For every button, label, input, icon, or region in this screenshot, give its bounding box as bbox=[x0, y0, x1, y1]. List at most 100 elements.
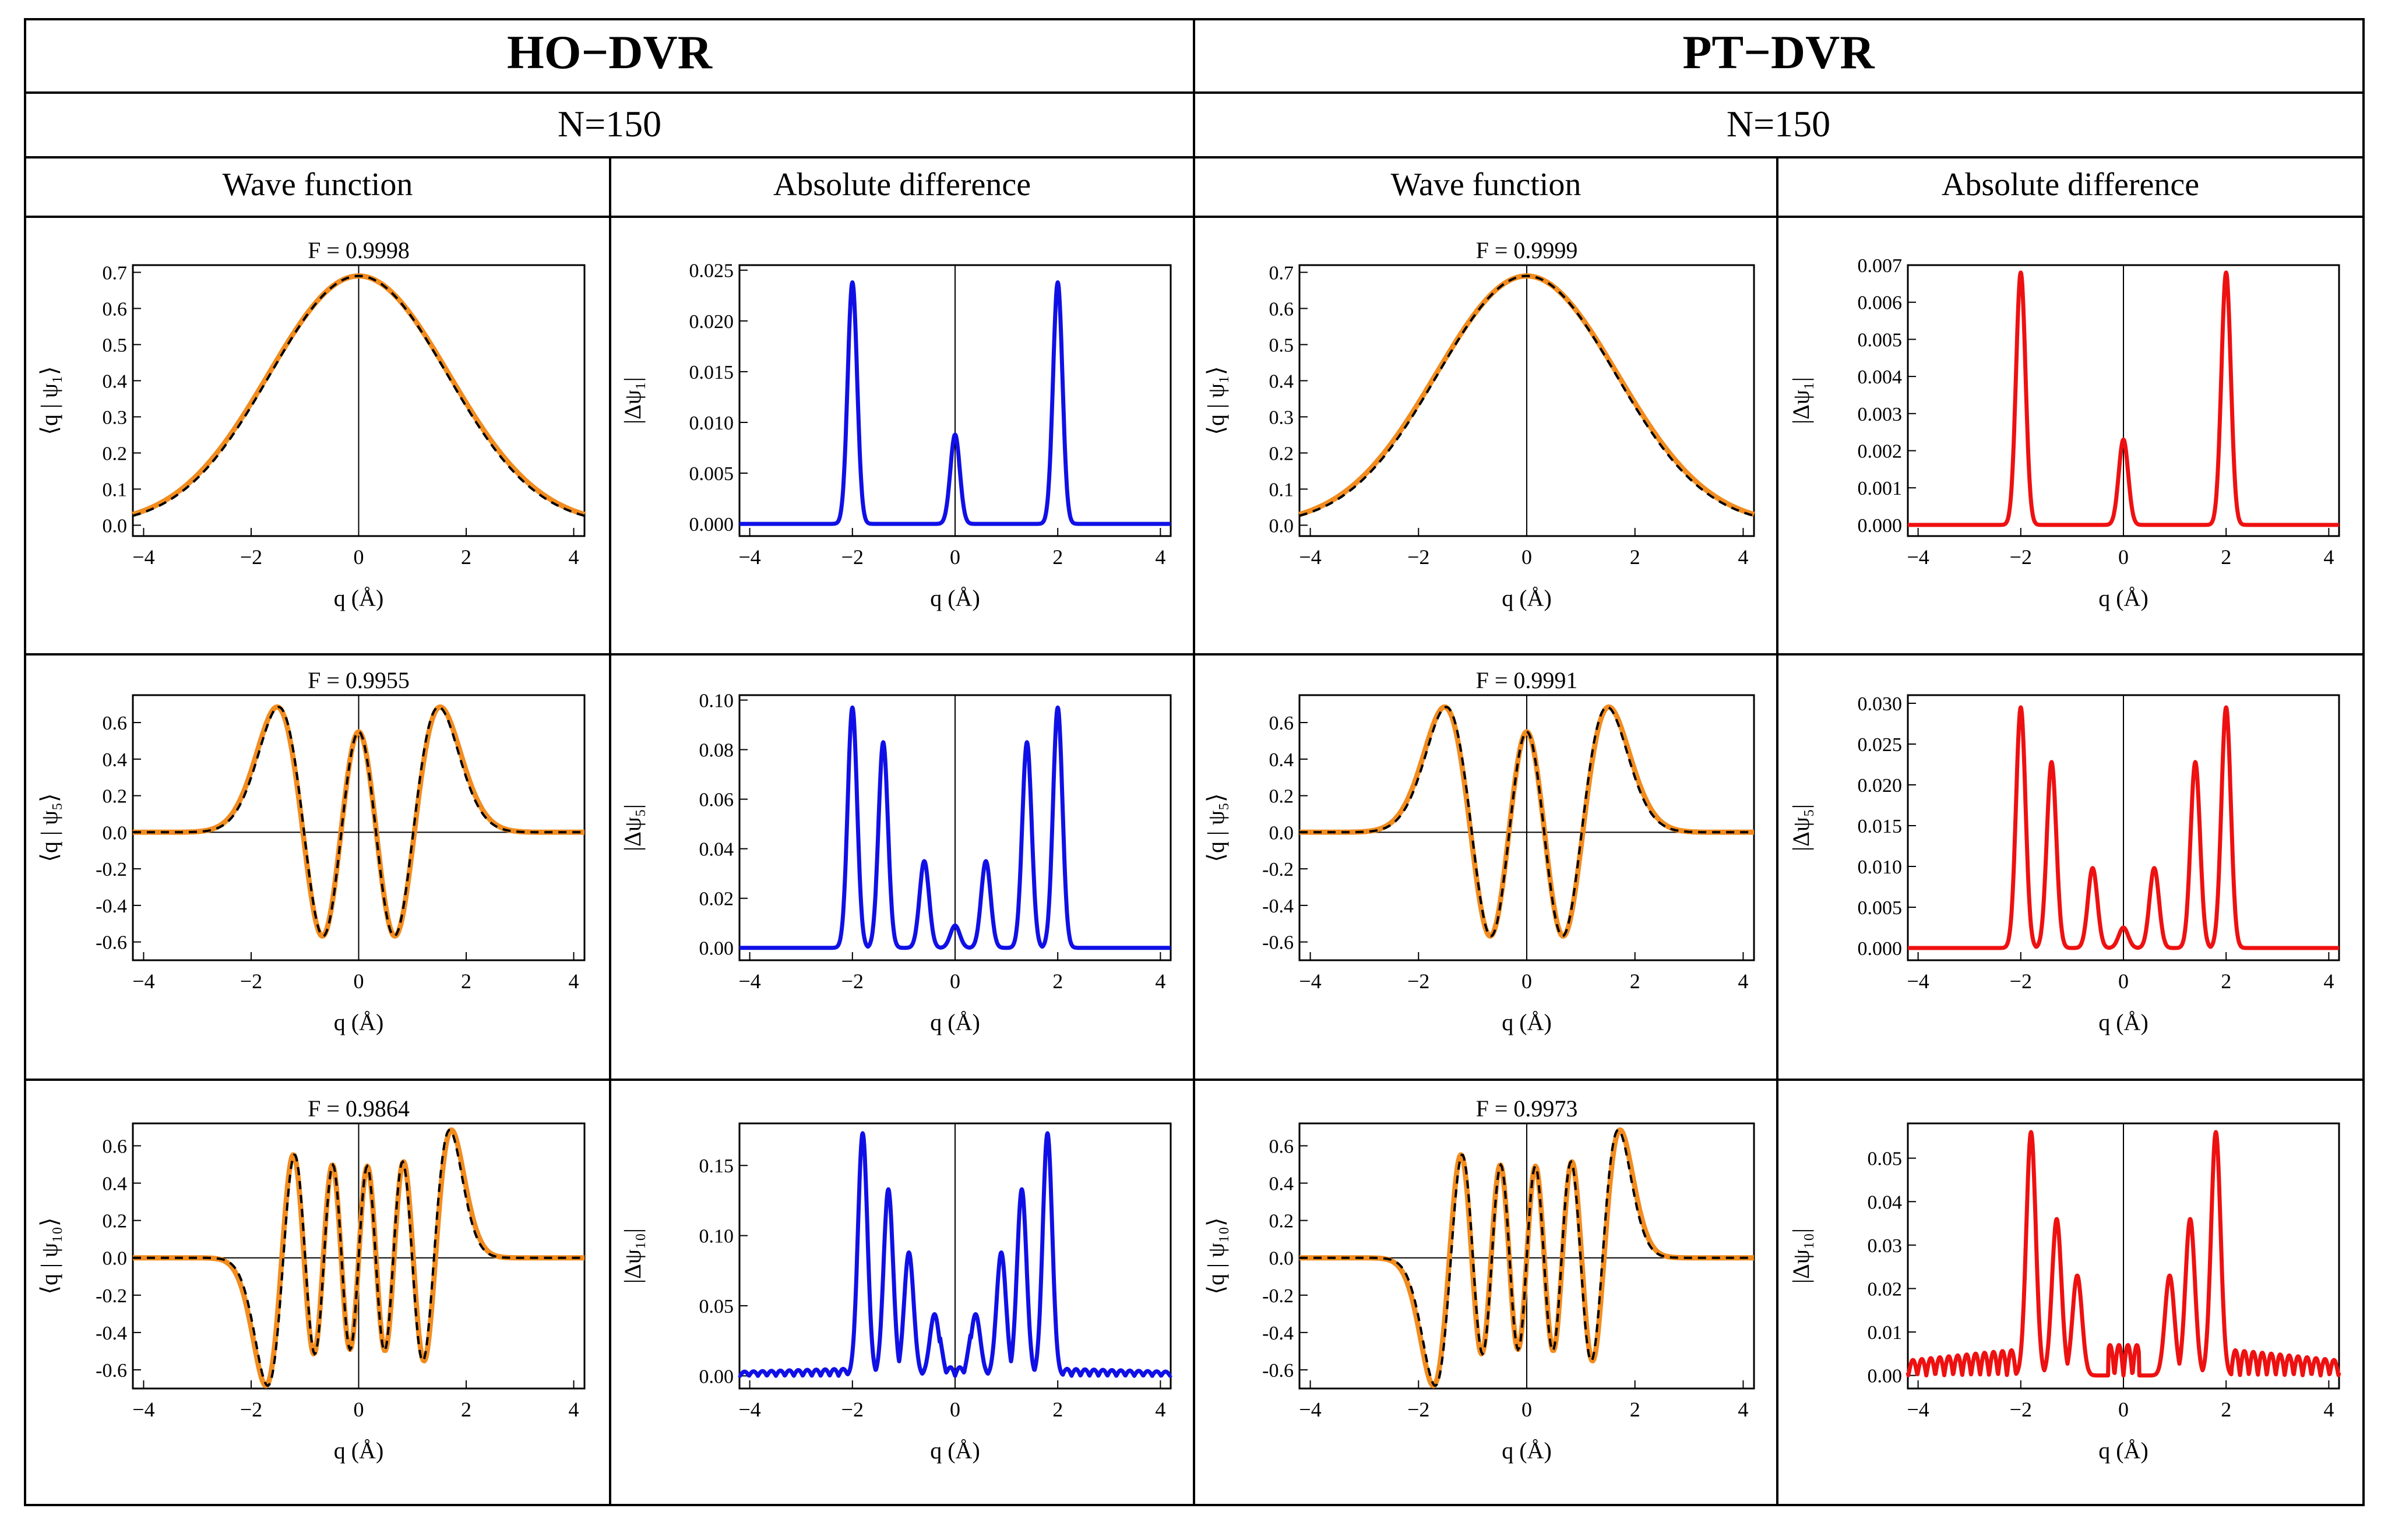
y-tick-label: -0.4 bbox=[1262, 896, 1294, 917]
x-tick-label: −4 bbox=[132, 1398, 154, 1421]
y-tick-label: 0.015 bbox=[1858, 816, 1903, 837]
x-tick-label: 0 bbox=[1521, 1398, 1532, 1421]
exact-wave-curve bbox=[1299, 274, 1755, 517]
pt-diff-column-header: Absolute difference bbox=[1942, 167, 2199, 203]
y-tick-label: 0.6 bbox=[1269, 1136, 1294, 1157]
y-tick-label: 0.6 bbox=[103, 1136, 128, 1157]
x-tick-label: 4 bbox=[1155, 545, 1165, 569]
x-tick-label: 2 bbox=[1630, 545, 1640, 569]
plot-ho_wf_5: −4 −2 0 2 4 -0.6 -0.4 -0.2 0.0 0.2 0.4 0.6 q (Å) ⟨q |… bbox=[36, 667, 586, 1035]
x-axis-label: q (Å) bbox=[334, 1009, 384, 1035]
y-tick-label: 0.001 bbox=[1858, 478, 1903, 499]
y-tick-label: -0.2 bbox=[96, 859, 127, 880]
y-tick-label: 0.005 bbox=[1858, 897, 1903, 919]
y-tick-label: 0.02 bbox=[1868, 1278, 1903, 1300]
x-axis-label: q (Å) bbox=[2098, 1009, 2149, 1035]
x-tick-label: 4 bbox=[1738, 545, 1748, 569]
plot-ho_diff_5: −4 −2 0 2 4 0.00 0.02 0.04 0.06 0.08 0.10 q (Å) |Δψ₅… bbox=[619, 690, 1172, 1035]
y-tick-label: 0.4 bbox=[1269, 1173, 1294, 1195]
exact-wave-curve bbox=[133, 706, 584, 938]
fidelity-title: F = 0.9998 bbox=[308, 237, 410, 263]
ho-diff-column-header: Absolute difference bbox=[773, 167, 1031, 203]
y-tick-label: 0.006 bbox=[1858, 293, 1903, 314]
y-tick-label: 0.01 bbox=[1868, 1322, 1903, 1344]
y-tick-label: 0.7 bbox=[1269, 262, 1294, 284]
x-tick-label: 4 bbox=[1155, 1398, 1165, 1421]
x-tick-label: 4 bbox=[1738, 970, 1748, 993]
y-tick-label: 0.5 bbox=[103, 334, 128, 356]
absolute-difference-curve bbox=[1906, 705, 2341, 950]
x-tick-label: 4 bbox=[2323, 545, 2334, 569]
y-tick-label: 0.0 bbox=[103, 1248, 128, 1270]
x-tick-label: 0 bbox=[354, 545, 364, 569]
absolute-difference-curve bbox=[738, 280, 1172, 526]
x-tick-label: 4 bbox=[569, 970, 579, 993]
x-tick-label: −2 bbox=[841, 545, 864, 569]
plot-pt_diff_1: −4 −2 0 2 4 0.000 0.001 0.002 0.003 0.004 0.005 0.0… bbox=[1788, 255, 2341, 611]
fidelity-title: F = 0.9864 bbox=[308, 1095, 410, 1122]
y-axis-label: ⟨q | ψ₁₀⟩ bbox=[36, 1217, 62, 1294]
y-axis-label: |Δψ₅| bbox=[1788, 804, 1814, 851]
y-tick-label: 0.3 bbox=[103, 407, 128, 428]
x-tick-label: −2 bbox=[2010, 1398, 2032, 1421]
x-tick-label: 2 bbox=[461, 1398, 471, 1421]
x-tick-label: 2 bbox=[461, 970, 471, 993]
y-tick-label: -0.2 bbox=[1262, 1285, 1294, 1307]
ho-basis-size: N=150 bbox=[558, 103, 661, 145]
y-tick-label: -0.4 bbox=[96, 1323, 127, 1344]
x-tick-label: 0 bbox=[1521, 545, 1532, 569]
exact-wave-curve bbox=[1299, 1129, 1754, 1387]
plot-pt_wf_1: −4 −2 0 2 4 0.0 0.1 0.2 0.3 0.4 0.5 0.6 0.7 q (Å) ⟨q |… bbox=[1203, 237, 1756, 611]
y-axis-label: |Δψ₁| bbox=[1788, 377, 1814, 424]
y-tick-label: 0.00 bbox=[1868, 1366, 1903, 1387]
y-tick-label: -0.6 bbox=[1262, 932, 1294, 954]
y-tick-label: 0.003 bbox=[1858, 404, 1903, 425]
x-tick-label: −4 bbox=[1907, 1398, 1929, 1421]
x-tick-label: −2 bbox=[240, 1398, 262, 1421]
x-tick-label: −4 bbox=[1299, 545, 1321, 569]
y-tick-label: 0.010 bbox=[689, 413, 734, 434]
y-tick-label: -0.6 bbox=[1262, 1360, 1294, 1382]
y-tick-label: 0.000 bbox=[1858, 938, 1903, 960]
x-tick-label: 0 bbox=[2118, 1398, 2129, 1421]
y-tick-label: -0.6 bbox=[96, 1360, 127, 1382]
y-tick-label: -0.6 bbox=[96, 932, 127, 954]
x-tick-label: −2 bbox=[1407, 1398, 1429, 1421]
x-tick-label: 0 bbox=[1521, 970, 1532, 993]
x-tick-label: 0 bbox=[2118, 970, 2129, 993]
y-tick-label: 0.4 bbox=[103, 749, 128, 771]
y-tick-label: 0.3 bbox=[1269, 407, 1294, 428]
y-tick-label: -0.2 bbox=[96, 1285, 127, 1307]
absolute-difference-curve bbox=[738, 705, 1172, 950]
y-tick-label: 0.020 bbox=[689, 311, 734, 333]
pt-dvr-header: PT−DVR bbox=[1682, 26, 1875, 79]
fidelity-title: F = 0.9955 bbox=[308, 667, 410, 693]
y-tick-label: 0.6 bbox=[103, 298, 128, 320]
y-tick-label: 0.4 bbox=[1269, 749, 1294, 771]
y-tick-label: 0.005 bbox=[1858, 329, 1903, 351]
y-tick-label: 0.6 bbox=[1269, 298, 1294, 320]
x-axis-label: q (Å) bbox=[2098, 585, 2149, 611]
x-tick-label: −4 bbox=[1907, 970, 1929, 993]
plot-pt_wf_5: −4 −2 0 2 4 -0.6 -0.4 -0.2 0.0 0.2 0.4 0.6 q (Å) ⟨q |… bbox=[1203, 667, 1756, 1035]
x-tick-label: 4 bbox=[569, 545, 579, 569]
y-tick-label: 0.5 bbox=[1269, 334, 1294, 356]
y-tick-label: 0.00 bbox=[699, 1366, 734, 1387]
y-tick-label: 0.2 bbox=[103, 1211, 128, 1232]
x-axis-label: q (Å) bbox=[1502, 585, 1552, 611]
y-tick-label: 0.0 bbox=[103, 822, 128, 844]
y-tick-label: 0.1 bbox=[1269, 479, 1294, 501]
x-tick-label: −2 bbox=[841, 1398, 864, 1421]
y-axis-label: ⟨q | ψ₅⟩ bbox=[36, 793, 62, 862]
y-tick-label: 0.7 bbox=[103, 262, 128, 284]
y-tick-label: 0.02 bbox=[699, 889, 734, 910]
x-tick-label: −2 bbox=[240, 545, 262, 569]
x-tick-label: −4 bbox=[132, 545, 154, 569]
y-axis-label: ⟨q | ψ₅⟩ bbox=[1203, 793, 1229, 862]
x-axis-label: q (Å) bbox=[1502, 1437, 1552, 1464]
fidelity-title: F = 0.9999 bbox=[1476, 237, 1578, 263]
y-tick-label: 0.020 bbox=[1858, 775, 1903, 797]
y-axis-label: ⟨q | ψ₁⟩ bbox=[1203, 366, 1229, 435]
y-tick-label: 0.6 bbox=[103, 713, 128, 734]
